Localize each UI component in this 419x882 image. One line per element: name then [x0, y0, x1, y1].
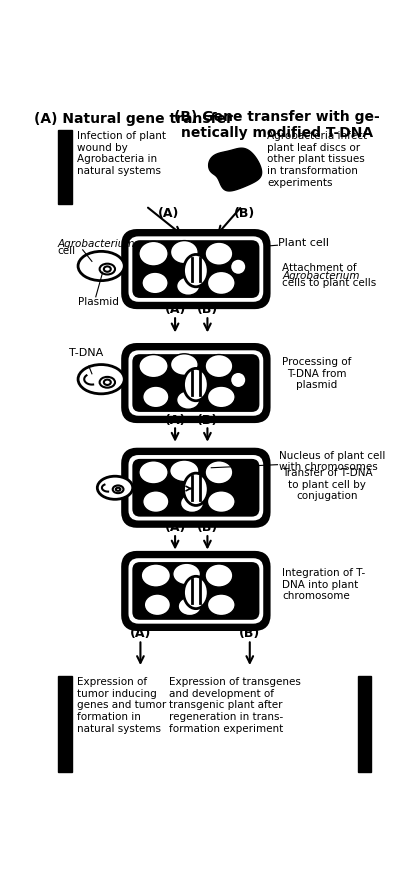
Text: Transfer of T-DNA
to plant cell by
conjugation: Transfer of T-DNA to plant cell by conju…	[282, 468, 373, 501]
Text: cells to plant cells: cells to plant cells	[282, 279, 376, 288]
Ellipse shape	[207, 491, 235, 512]
Text: cell: cell	[57, 246, 75, 256]
Ellipse shape	[97, 476, 133, 499]
Ellipse shape	[205, 564, 233, 587]
Ellipse shape	[178, 597, 201, 616]
Text: (A): (A)	[164, 303, 186, 317]
Text: Expression of
tumor inducing
genes and tumor
formation in
natural systems: Expression of tumor inducing genes and t…	[77, 677, 166, 734]
FancyBboxPatch shape	[124, 452, 267, 524]
Ellipse shape	[173, 564, 201, 585]
Text: (B): (B)	[197, 414, 218, 427]
Ellipse shape	[78, 364, 124, 394]
Text: Agrobacteria infect
plant leaf discs or
other plant tissues
in transformation
ex: Agrobacteria infect plant leaf discs or …	[267, 131, 367, 188]
Ellipse shape	[184, 473, 208, 505]
FancyBboxPatch shape	[132, 240, 259, 298]
Ellipse shape	[207, 386, 235, 407]
Ellipse shape	[78, 251, 124, 280]
Ellipse shape	[170, 460, 199, 482]
Ellipse shape	[100, 264, 115, 274]
Bar	[58, 676, 72, 772]
Text: (B): (B)	[197, 521, 218, 534]
Text: (B): (B)	[197, 303, 218, 317]
Text: (A): (A)	[164, 414, 186, 427]
Ellipse shape	[177, 277, 200, 295]
Bar	[58, 131, 72, 204]
Ellipse shape	[184, 576, 208, 609]
FancyBboxPatch shape	[132, 459, 259, 517]
Ellipse shape	[184, 369, 208, 400]
FancyBboxPatch shape	[129, 236, 263, 302]
FancyBboxPatch shape	[129, 558, 263, 624]
Text: (A): (A)	[158, 207, 180, 220]
Ellipse shape	[143, 386, 169, 407]
Text: (B): (B)	[234, 207, 255, 220]
Ellipse shape	[230, 259, 246, 274]
Ellipse shape	[181, 494, 204, 512]
Text: Integration of T-
DNA into plant
chromosome: Integration of T- DNA into plant chromos…	[282, 568, 365, 602]
Text: Plant cell: Plant cell	[278, 238, 329, 248]
Text: Agrobacterium: Agrobacterium	[57, 239, 135, 249]
FancyBboxPatch shape	[124, 233, 267, 306]
Ellipse shape	[171, 241, 198, 264]
Text: (A): (A)	[164, 521, 186, 534]
Ellipse shape	[113, 485, 124, 493]
Ellipse shape	[184, 254, 208, 287]
Text: (B) Gene transfer with ge-
netically modified T-DNA: (B) Gene transfer with ge- netically mod…	[174, 109, 380, 140]
Text: Expression of transgenes
and development of
transgenic plant after
regeneration : Expression of transgenes and development…	[169, 677, 301, 734]
Text: Processing of
T-DNA from
plasmid: Processing of T-DNA from plasmid	[282, 357, 352, 391]
Ellipse shape	[230, 372, 246, 388]
Text: (B): (B)	[239, 627, 260, 639]
FancyBboxPatch shape	[132, 355, 259, 412]
Ellipse shape	[141, 564, 171, 587]
FancyBboxPatch shape	[124, 347, 267, 420]
Ellipse shape	[144, 594, 171, 616]
Text: Plasmid: Plasmid	[78, 297, 119, 307]
Text: Infection of plant
wound by
Agrobacteria in
natural systems: Infection of plant wound by Agrobacteria…	[77, 131, 166, 176]
Text: (A) Natural gene transfer: (A) Natural gene transfer	[34, 112, 233, 126]
Text: Attachment of: Attachment of	[282, 263, 357, 273]
FancyBboxPatch shape	[124, 555, 267, 627]
Bar	[357, 676, 371, 772]
FancyBboxPatch shape	[129, 350, 263, 415]
Text: (A): (A)	[130, 627, 151, 639]
Ellipse shape	[207, 272, 235, 295]
FancyBboxPatch shape	[129, 455, 263, 520]
Ellipse shape	[177, 391, 200, 409]
Ellipse shape	[104, 379, 111, 385]
Ellipse shape	[139, 355, 168, 377]
Ellipse shape	[139, 460, 168, 484]
Ellipse shape	[205, 355, 233, 377]
Ellipse shape	[116, 488, 120, 491]
Ellipse shape	[205, 243, 233, 265]
Text: Nucleus of plant cell
with chromosomes: Nucleus of plant cell with chromosomes	[279, 451, 385, 473]
Ellipse shape	[207, 594, 235, 616]
Text: T-DNA: T-DNA	[69, 348, 103, 358]
FancyBboxPatch shape	[132, 562, 259, 620]
Ellipse shape	[139, 242, 168, 266]
Ellipse shape	[100, 377, 115, 388]
Ellipse shape	[205, 460, 233, 484]
Text: Agrobacterium: Agrobacterium	[282, 271, 360, 280]
Polygon shape	[209, 148, 261, 191]
Ellipse shape	[143, 491, 169, 512]
Ellipse shape	[142, 273, 168, 294]
Ellipse shape	[104, 266, 111, 272]
Ellipse shape	[171, 354, 198, 376]
